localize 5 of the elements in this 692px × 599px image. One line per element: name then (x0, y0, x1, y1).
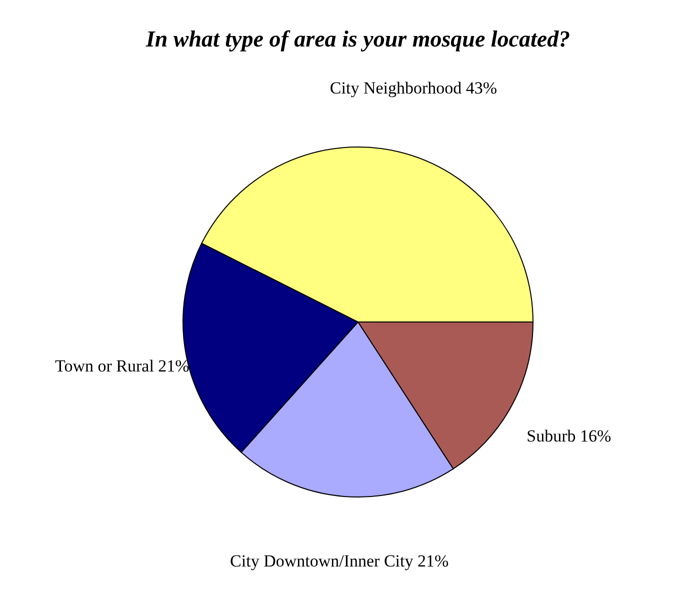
chart-title: In what type of area is your mosque located? (144, 26, 570, 52)
slice-label: Suburb 16% (526, 426, 612, 446)
slice-label: City Downtown/Inner City 21% (230, 551, 449, 570)
slice-label: Town or Rural 21% (55, 356, 190, 376)
slice-label: City Neighborhood 43% (330, 78, 498, 98)
